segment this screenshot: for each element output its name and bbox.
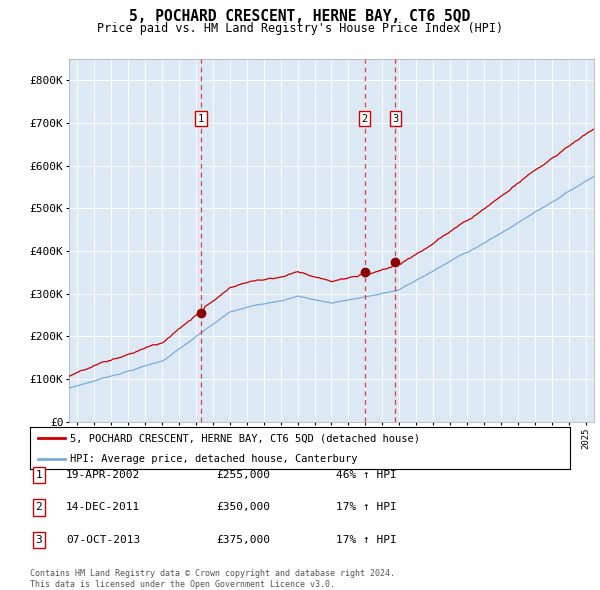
Text: Contains HM Land Registry data © Crown copyright and database right 2024.
This d: Contains HM Land Registry data © Crown c… [30,569,395,589]
Text: £375,000: £375,000 [216,535,270,545]
Text: 2: 2 [362,114,368,124]
Text: £350,000: £350,000 [216,503,270,512]
Text: HPI: Average price, detached house, Canterbury: HPI: Average price, detached house, Cant… [71,454,358,464]
Text: 19-APR-2002: 19-APR-2002 [66,470,140,480]
Text: Price paid vs. HM Land Registry's House Price Index (HPI): Price paid vs. HM Land Registry's House … [97,22,503,35]
Text: 1: 1 [198,114,204,124]
Text: 46% ↑ HPI: 46% ↑ HPI [336,470,397,480]
Text: 17% ↑ HPI: 17% ↑ HPI [336,503,397,512]
Text: 17% ↑ HPI: 17% ↑ HPI [336,535,397,545]
Text: 2: 2 [35,503,43,512]
Text: 3: 3 [35,535,43,545]
Text: 1: 1 [35,470,43,480]
Text: 5, POCHARD CRESCENT, HERNE BAY, CT6 5QD (detached house): 5, POCHARD CRESCENT, HERNE BAY, CT6 5QD … [71,433,421,443]
Text: £255,000: £255,000 [216,470,270,480]
Text: 07-OCT-2013: 07-OCT-2013 [66,535,140,545]
Text: 5, POCHARD CRESCENT, HERNE BAY, CT6 5QD: 5, POCHARD CRESCENT, HERNE BAY, CT6 5QD [130,9,470,24]
Text: 14-DEC-2011: 14-DEC-2011 [66,503,140,512]
Text: 3: 3 [392,114,398,124]
